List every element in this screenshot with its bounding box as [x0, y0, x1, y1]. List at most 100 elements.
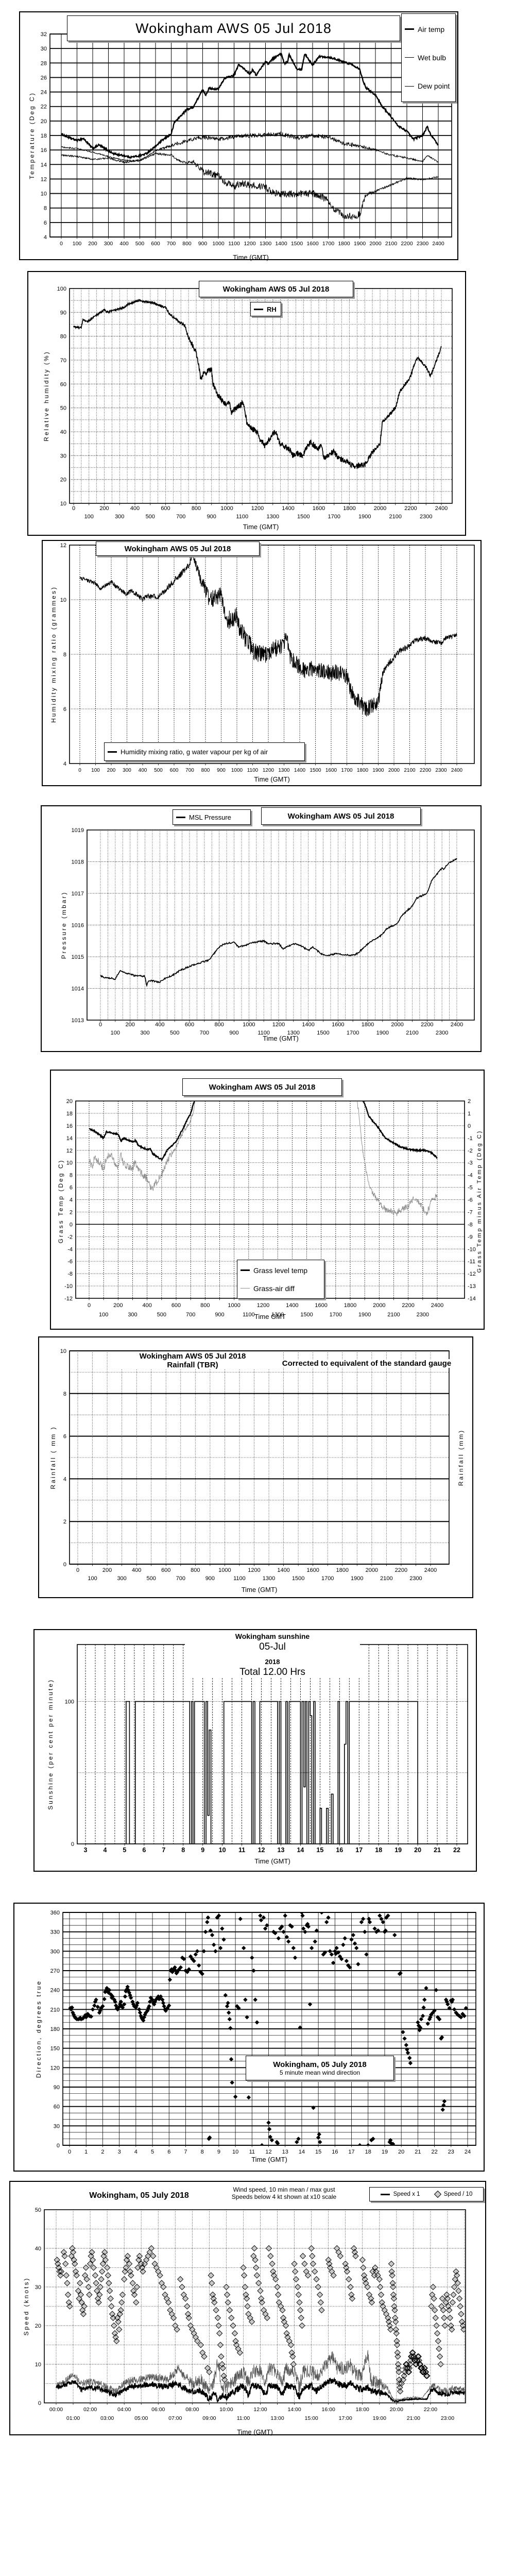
- svg-text:700: 700: [185, 768, 194, 773]
- svg-text:-7: -7: [468, 1209, 473, 1215]
- svg-text:13: 13: [278, 1846, 285, 1854]
- svg-text:03:00: 03:00: [100, 2415, 114, 2421]
- svg-text:-6: -6: [67, 1259, 73, 1265]
- svg-text:1500: 1500: [291, 241, 303, 247]
- chart-subtitle: Rainfall (TBR): [167, 1361, 218, 1369]
- svg-text:0: 0: [88, 1302, 91, 1309]
- svg-text:-4: -4: [67, 1246, 73, 1252]
- svg-text:02:00: 02:00: [83, 2406, 97, 2413]
- svg-text:1600: 1600: [306, 241, 319, 247]
- chart-pressure-panel: 1013 1014 1015 1016 1017 1018 1019 0 100 200 300 40…: [41, 805, 482, 1052]
- svg-text:1200: 1200: [263, 768, 274, 773]
- svg-text:1000: 1000: [243, 1022, 255, 1028]
- svg-text:00:00: 00:00: [49, 2406, 63, 2413]
- svg-text:5: 5: [151, 2149, 154, 2155]
- svg-text:1500: 1500: [297, 514, 310, 520]
- x-axis-title: Time (GMT): [237, 2428, 273, 2436]
- svg-text:1400: 1400: [277, 1567, 289, 1573]
- svg-text:0: 0: [78, 768, 81, 773]
- svg-text:30: 30: [41, 46, 47, 52]
- svg-text:1900: 1900: [351, 1575, 363, 1582]
- sunshine-title-block: Wokingham sunshine 05-Jul 2018 Total 12.…: [185, 1632, 360, 1678]
- svg-text:30: 30: [54, 2123, 60, 2129]
- svg-text:11:00: 11:00: [237, 2415, 250, 2421]
- svg-text:22:00: 22:00: [424, 2406, 437, 2413]
- svg-text:2400: 2400: [435, 505, 448, 512]
- svg-text:4: 4: [63, 1476, 66, 1482]
- svg-text:0: 0: [72, 505, 75, 512]
- svg-text:1700: 1700: [321, 1575, 334, 1582]
- svg-text:30: 30: [60, 453, 66, 459]
- svg-text:1100: 1100: [228, 241, 240, 247]
- svg-text:10: 10: [60, 1348, 66, 1354]
- svg-text:0: 0: [71, 1841, 74, 1848]
- svg-text:0: 0: [60, 241, 63, 247]
- chart-title: Wokingham AWS 05 Jul 2018: [67, 15, 400, 41]
- svg-text:1500: 1500: [310, 768, 321, 773]
- svg-text:01:00: 01:00: [66, 2415, 80, 2421]
- svg-text:240: 240: [50, 1988, 60, 1994]
- svg-text:19: 19: [382, 2149, 388, 2155]
- y-axis-title: Relative humidity (%): [43, 350, 50, 442]
- svg-text:20: 20: [35, 2323, 41, 2329]
- svg-text:1600: 1600: [332, 1022, 344, 1028]
- svg-text:8: 8: [70, 1173, 73, 1179]
- svg-text:60: 60: [60, 381, 66, 387]
- svg-text:150: 150: [50, 2046, 60, 2052]
- svg-text:2100: 2100: [380, 1575, 392, 1582]
- svg-text:100: 100: [99, 1312, 108, 1318]
- svg-text:360: 360: [50, 1910, 60, 1916]
- svg-text:500: 500: [170, 1030, 179, 1036]
- svg-text:400: 400: [132, 1567, 141, 1573]
- grass-temp-plot: -12-10-8-6-4-202468101214161820-14-13-12…: [64, 1098, 476, 1318]
- svg-text:18:00: 18:00: [356, 2406, 369, 2413]
- svg-text:2000: 2000: [366, 1567, 378, 1573]
- svg-text:17: 17: [355, 1846, 363, 1854]
- svg-text:18: 18: [375, 1846, 382, 1854]
- svg-text:800: 800: [192, 505, 201, 512]
- svg-text:1200: 1200: [244, 241, 256, 247]
- chart-date: 05-Jul: [259, 1641, 286, 1652]
- svg-text:300: 300: [104, 241, 113, 247]
- svg-text:40: 40: [60, 429, 66, 435]
- svg-text:08:00: 08:00: [185, 2406, 199, 2413]
- svg-text:-6: -6: [468, 1197, 473, 1204]
- svg-text:1700: 1700: [330, 1312, 342, 1318]
- svg-text:100: 100: [57, 286, 66, 292]
- svg-text:22: 22: [431, 2149, 437, 2155]
- svg-text:20: 20: [41, 118, 47, 125]
- svg-text:400: 400: [142, 1302, 151, 1309]
- svg-text:-10: -10: [468, 1246, 476, 1252]
- svg-text:7: 7: [162, 1846, 165, 1854]
- svg-text:1900: 1900: [372, 768, 384, 773]
- svg-text:-11: -11: [468, 1259, 475, 1265]
- y-axis-title: Rainfall ( mm ): [49, 1426, 57, 1489]
- svg-text:4: 4: [103, 1846, 107, 1854]
- svg-text:200: 200: [88, 241, 97, 247]
- svg-text:2400: 2400: [431, 1302, 443, 1309]
- svg-text:12: 12: [258, 1846, 265, 1854]
- svg-text:14:00: 14:00: [287, 2406, 301, 2413]
- svg-text:120: 120: [50, 2065, 60, 2071]
- svg-text:1100: 1100: [258, 1030, 270, 1036]
- svg-text:6: 6: [63, 1434, 66, 1440]
- svg-text:600: 600: [171, 1302, 181, 1309]
- svg-text:-5: -5: [468, 1185, 473, 1191]
- svg-text:2400: 2400: [432, 241, 444, 247]
- svg-text:80: 80: [60, 334, 66, 340]
- svg-text:5: 5: [123, 1846, 126, 1854]
- svg-text:16: 16: [41, 147, 47, 154]
- svg-text:70: 70: [60, 358, 66, 364]
- svg-text:14: 14: [66, 1136, 73, 1142]
- svg-text:10: 10: [232, 2149, 238, 2155]
- legend-item-grass-air-diff: Grass-air diff: [241, 1284, 321, 1293]
- svg-text:100: 100: [91, 768, 100, 773]
- legend-item-speed-div10: Speed / 10: [434, 2190, 472, 2198]
- svg-text:4: 4: [44, 234, 47, 241]
- x-axis-title: Time (GMT): [254, 775, 290, 783]
- svg-text:60: 60: [54, 2104, 60, 2110]
- chart-wind-direction-panel: 0 30 60 90 120 150 180 210 240 270 300 330 360 0 1 2 3 4 5…: [13, 1903, 485, 2172]
- svg-text:22: 22: [41, 104, 47, 110]
- mixing-ratio-legend: Humidity mixing ratio, g water vapour pe…: [104, 742, 305, 761]
- svg-text:1100: 1100: [243, 1312, 255, 1318]
